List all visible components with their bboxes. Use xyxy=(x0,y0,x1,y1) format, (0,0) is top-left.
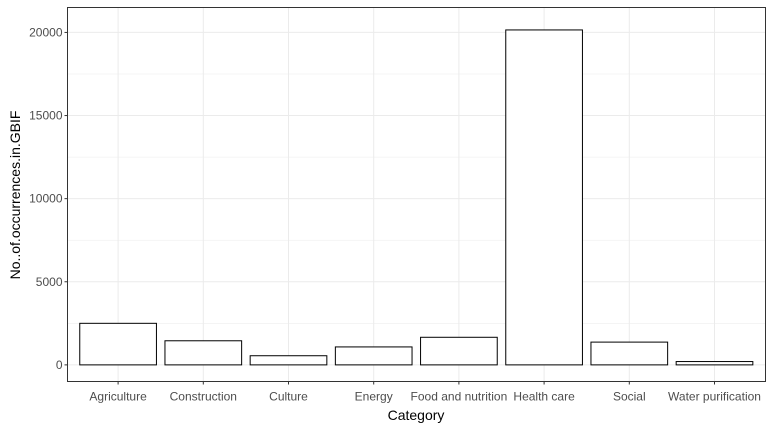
y-tick-label: 15000 xyxy=(29,109,63,123)
x-tick-label: Energy xyxy=(355,390,393,404)
panel-border xyxy=(67,7,766,382)
x-tick-label: Food and nutrition xyxy=(411,390,508,404)
x-axis-ticks: Agriculture Construction Culture Energy Food… xyxy=(89,381,761,404)
x-tick-label: Culture xyxy=(269,390,308,404)
y-tick-label: 10000 xyxy=(29,192,63,206)
x-tick-label: Social xyxy=(613,390,646,404)
x-tick-label: Agriculture xyxy=(89,390,147,404)
bar-energy xyxy=(334,346,413,366)
x-tick-label: Water purification xyxy=(668,390,761,404)
bar-construction xyxy=(164,340,243,366)
bar-agriculture xyxy=(79,322,157,366)
bar-health-care xyxy=(505,29,583,366)
bar-social xyxy=(590,341,669,366)
y-tick-label: 5000 xyxy=(36,275,63,289)
bars xyxy=(79,29,754,366)
grid-lines xyxy=(67,7,766,382)
x-axis-title: Category xyxy=(388,407,445,423)
x-tick-label: Health care xyxy=(513,390,575,404)
y-tick-label: 0 xyxy=(56,358,63,372)
bar-culture xyxy=(249,355,328,366)
y-axis-ticks: 0 5000 10000 15000 20000 xyxy=(29,25,68,372)
bar-food-and-nutrition xyxy=(420,336,498,366)
bar-water-purification xyxy=(675,361,754,366)
y-tick-label: 20000 xyxy=(29,25,63,39)
x-tick-label: Construction xyxy=(170,390,237,404)
y-axis-title: No..of.occurrences.in.GBIF xyxy=(7,111,23,280)
